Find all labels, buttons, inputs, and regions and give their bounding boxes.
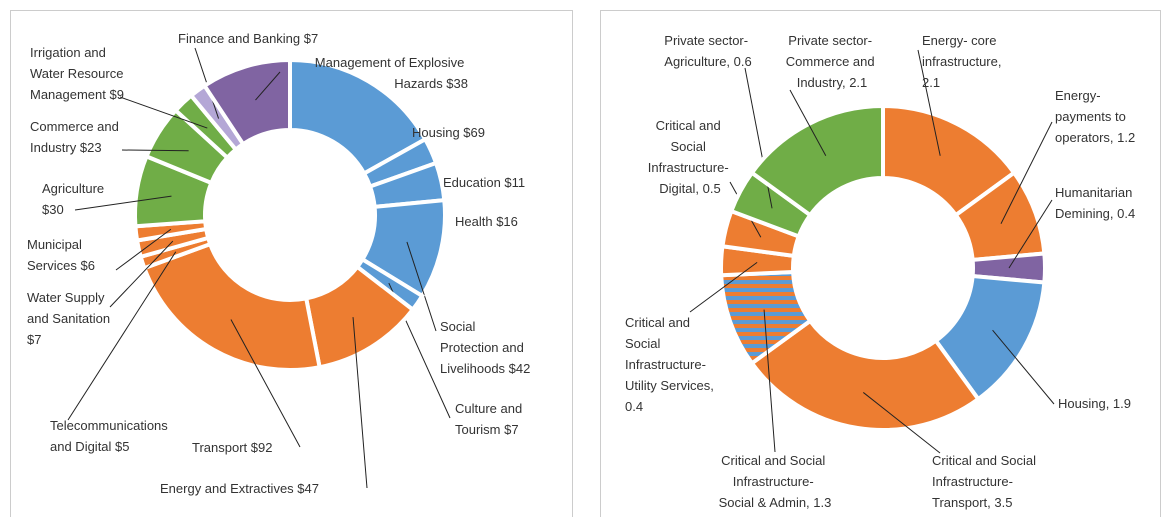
segment-label: Humanitarian Demining, 0.4: [1055, 185, 1136, 221]
leader-line: [115, 228, 172, 271]
segment-label: Private sector- Agriculture, 0.6: [664, 33, 751, 69]
segment-label: Finance and Banking $7: [178, 31, 318, 46]
leader-line: [789, 89, 827, 156]
donut-segment: [749, 318, 982, 432]
segment-label: Housing, 1.9: [1058, 396, 1131, 411]
leader-line: [119, 96, 208, 129]
leader-line: [109, 240, 174, 308]
segment-label: Critical and Social Infrastructure- Digi…: [648, 118, 733, 196]
segment-label: Culture and Tourism $7: [455, 401, 526, 437]
leader-line: [352, 317, 368, 489]
segment-label: Irrigation and Water Resource Management…: [30, 45, 127, 102]
segment-label: Transport $92: [192, 440, 272, 455]
segment-label: Housing $69: [412, 125, 485, 140]
segment-label: Energy and Extractives $47: [160, 481, 319, 496]
leader-line: [992, 329, 1055, 405]
leader-line: [406, 241, 437, 332]
leader-line: [1008, 199, 1053, 269]
segment-label: Private sector- Commerce and Industry, 2…: [786, 33, 878, 90]
segment-label: Critical and Social Infrastructure- Tran…: [932, 453, 1040, 510]
segment-label: Agriculture $30: [42, 181, 108, 217]
leader-line: [74, 195, 172, 211]
leader-line: [121, 149, 189, 152]
segment-label: Energy- core infrastructure, 2.1: [922, 33, 1005, 90]
leader-line: [689, 261, 758, 313]
segment-label: Energy- payments to operators, 1.2: [1055, 88, 1135, 145]
segment-label: Water Supply and Sanitation $7: [27, 290, 114, 347]
segment-label: Social Protection and Livelihoods $42: [440, 319, 530, 376]
donut-segment: [201, 57, 292, 147]
leader-line: [1000, 121, 1053, 224]
segment-label: Commerce and Industry $23: [30, 119, 122, 155]
leader-line: [862, 392, 941, 454]
segment-label: Health $16: [455, 214, 518, 229]
leader-line: [230, 319, 301, 448]
segment-label: Critical and Social Infrastructure- Soci…: [719, 453, 832, 510]
leader-line: [67, 251, 177, 421]
donut-segment: [141, 241, 322, 372]
segment-label: Telecommunications and Digital $5: [50, 418, 171, 454]
segment-label: Management of Explosive Hazards $38: [315, 55, 468, 91]
segment-label: Critical and Social Infrastructure- Util…: [625, 315, 717, 414]
donut-segment: [749, 103, 885, 218]
leader-line: [255, 71, 281, 101]
segment-label: Municipal Services $6: [27, 237, 95, 273]
panel-border: [600, 10, 1161, 517]
leader-line: [917, 49, 941, 156]
leader-line: [763, 309, 776, 453]
panel-border: [10, 10, 573, 517]
segment-label: Education $11: [443, 175, 525, 190]
